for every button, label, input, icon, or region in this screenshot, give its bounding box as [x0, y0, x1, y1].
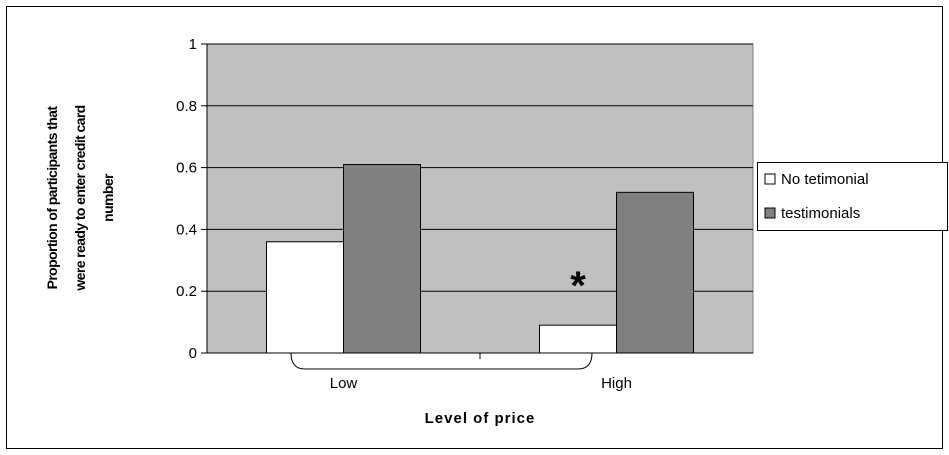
y-tick-label: 0.6 [176, 160, 197, 177]
legend: No tetimonial testimonials [757, 162, 948, 231]
x-category-label: High [601, 375, 632, 392]
legend-swatch-no-testimonial [764, 173, 776, 185]
legend-swatch-testimonials [764, 207, 776, 219]
y-tick-label: 0 [189, 345, 197, 362]
x-categories: Low High [330, 353, 632, 392]
legend-box [757, 162, 948, 231]
y-axis-title: Proportion of participants that were rea… [44, 105, 116, 291]
y-axis-title-line-3: number [100, 173, 116, 222]
y-axis-title-line-1: Proportion of participants that [44, 106, 60, 290]
category-bracket [290, 352, 593, 370]
y-tick-label: 0.8 [176, 98, 197, 115]
y-tick-label: 0.4 [176, 221, 197, 238]
legend-label-no-testimonial: No tetimonial [781, 171, 869, 188]
bar-high-testimonials [616, 191, 694, 354]
y-axis-title-line-2: were ready to enter credit card [72, 105, 88, 291]
bar-low-testimonials [343, 164, 421, 354]
y-tick-label: 0.2 [176, 283, 197, 300]
bar-low-no-testimonial [266, 241, 344, 354]
x-category-label: Low [330, 375, 358, 392]
x-axis-title: Level of price [425, 410, 536, 427]
legend-label-testimonials: testimonials [781, 205, 860, 222]
bar-high-no-testimonial [539, 324, 617, 354]
y-ticks: 0 0.2 0.4 0.6 0.8 1 [176, 36, 207, 362]
bars [266, 164, 694, 354]
y-tick-label: 1 [189, 36, 197, 53]
significance-annotation: * [570, 264, 586, 308]
